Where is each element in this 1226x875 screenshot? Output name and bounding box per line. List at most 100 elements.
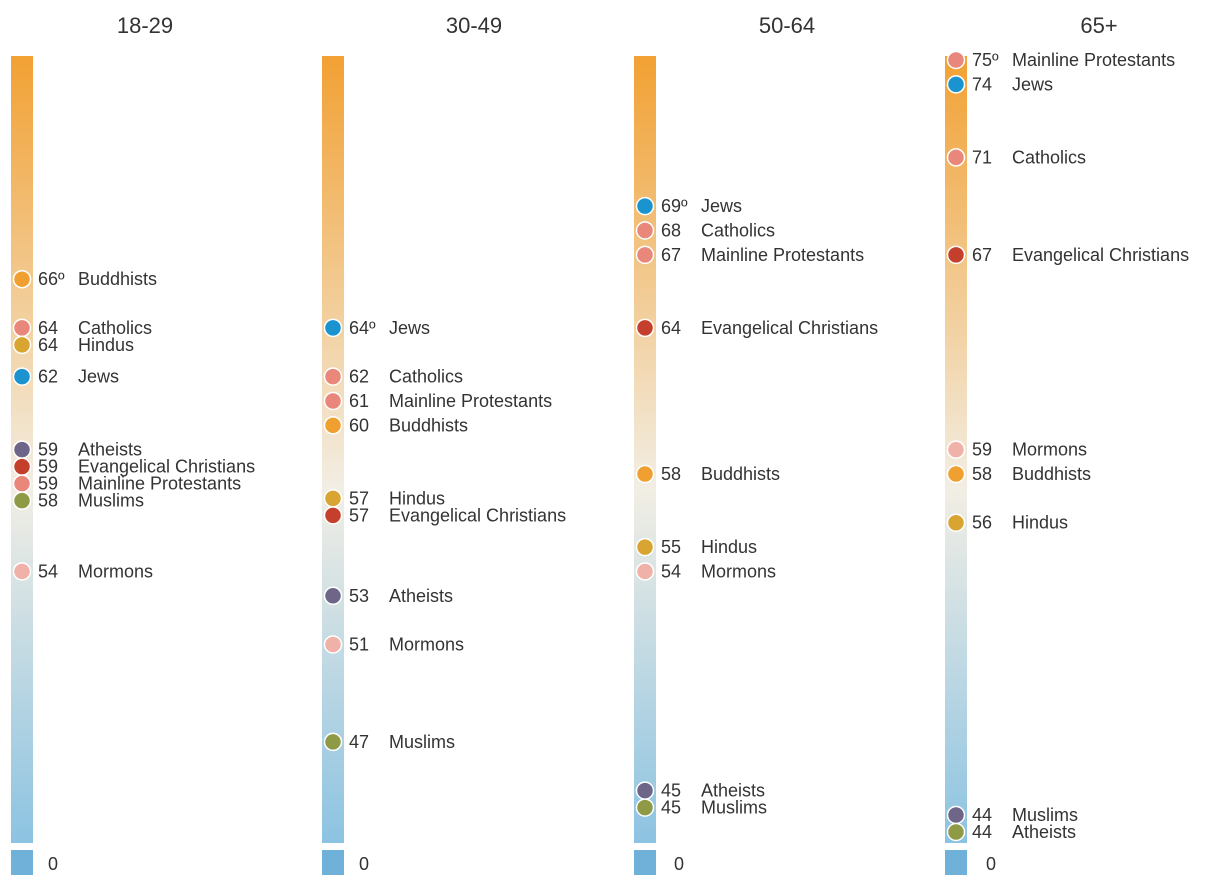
group-label: Mormons	[78, 561, 153, 581]
group-label: Evangelical Christians	[701, 318, 878, 338]
data-point	[635, 196, 655, 216]
group-label: Mainline Protestants	[701, 245, 864, 265]
group-label: Jews	[701, 196, 742, 216]
data-point	[635, 798, 655, 817]
scale-bar	[322, 56, 344, 843]
value-label: 61	[349, 391, 369, 411]
data-point	[323, 367, 343, 386]
group-label: Hindus	[1012, 513, 1068, 533]
group-label: Mainline Protestants	[78, 474, 241, 494]
data-point	[946, 75, 966, 94]
data-point	[946, 805, 966, 825]
group-label: Hindus	[389, 488, 445, 508]
panel-title: 50-64	[759, 13, 815, 38]
zero-label: 0	[359, 854, 369, 874]
value-label: 54	[38, 561, 58, 581]
group-label: Jews	[78, 367, 119, 387]
group-label: Atheists	[1012, 822, 1076, 842]
value-label: 45	[661, 781, 681, 801]
data-point	[12, 335, 32, 355]
zero-label: 0	[986, 854, 996, 874]
value-label: 57	[349, 488, 369, 508]
value-label: 64	[38, 335, 58, 355]
data-point	[323, 489, 343, 508]
zero-block	[945, 850, 967, 875]
panel-30-49: 30-49 0 64º Jews 62 Catholics 61 Mainline Pro…	[322, 13, 566, 875]
group-label: Mormons	[389, 635, 464, 655]
data-point	[323, 318, 343, 338]
value-label: 74	[972, 74, 992, 94]
scale-bar	[634, 56, 656, 843]
value-label: 64	[661, 318, 681, 338]
panel-title: 18-29	[117, 13, 173, 38]
value-label: 60	[349, 415, 369, 435]
group-label: Jews	[389, 318, 430, 338]
value-label: 54	[661, 561, 681, 581]
group-label: Catholics	[701, 220, 775, 240]
value-label: 45	[661, 798, 681, 818]
data-point	[635, 537, 655, 557]
data-point	[12, 562, 32, 581]
data-point	[323, 391, 343, 411]
data-point	[946, 440, 966, 459]
group-label: Mormons	[1012, 440, 1087, 460]
group-label: Buddhists	[701, 464, 780, 484]
value-label: 59	[38, 474, 58, 494]
value-label: 67	[972, 245, 992, 265]
zero-block	[11, 850, 33, 875]
group-label: Catholics	[1012, 147, 1086, 167]
group-label: Buddhists	[78, 269, 157, 289]
data-point	[635, 245, 655, 265]
group-label: Muslims	[78, 491, 144, 511]
data-point	[323, 506, 343, 525]
data-point	[635, 562, 655, 581]
group-label: Buddhists	[1012, 464, 1091, 484]
value-label: 59	[972, 440, 992, 460]
panel-65-plus: 65+ 0 75º Mainline Protestants 74 Jews 71 Cat…	[945, 13, 1189, 875]
data-point	[12, 491, 32, 510]
group-label: Evangelical Christians	[1012, 245, 1189, 265]
value-label: 56	[972, 513, 992, 533]
data-point	[12, 269, 32, 289]
value-label: 67	[661, 245, 681, 265]
data-point	[323, 416, 343, 435]
data-point	[946, 148, 966, 167]
data-point	[946, 513, 966, 532]
panel-50-64: 50-64 0 69º Jews 68 Catholics 67 Mainline Pro…	[634, 13, 878, 875]
value-label: 62	[38, 367, 58, 387]
zero-block	[322, 850, 344, 875]
value-label: 58	[38, 491, 58, 511]
value-label: 44	[972, 805, 992, 825]
data-point	[635, 781, 655, 800]
value-label: 58	[972, 464, 992, 484]
data-point	[946, 464, 966, 484]
value-label: 57	[349, 505, 369, 525]
panel-title: 65+	[1080, 13, 1117, 38]
group-label: Muslims	[701, 798, 767, 818]
zero-label: 0	[674, 854, 684, 874]
data-point	[635, 318, 655, 338]
group-label: Atheists	[78, 440, 142, 460]
value-label: 44	[972, 822, 992, 842]
panel-title: 30-49	[446, 13, 502, 38]
group-label: Mainline Protestants	[1012, 50, 1175, 70]
value-label: 51	[349, 635, 369, 655]
value-label: 75º	[972, 50, 999, 70]
group-label: Catholics	[389, 367, 463, 387]
data-point	[946, 822, 966, 842]
data-point	[12, 474, 32, 493]
group-label: Catholics	[78, 318, 152, 338]
group-label: Jews	[1012, 74, 1053, 94]
value-label: 59	[38, 440, 58, 460]
data-point	[12, 318, 32, 338]
data-point	[946, 50, 966, 70]
group-label: Hindus	[78, 335, 134, 355]
value-label: 68	[661, 220, 681, 240]
value-label: 62	[349, 367, 369, 387]
zero-block	[634, 850, 656, 875]
value-label: 64º	[349, 318, 376, 338]
value-label: 71	[972, 147, 992, 167]
data-point	[12, 367, 32, 386]
panel-18-29: 18-29 0 66º Buddhists 64 Catholics 64 Hindus 6…	[11, 13, 255, 875]
